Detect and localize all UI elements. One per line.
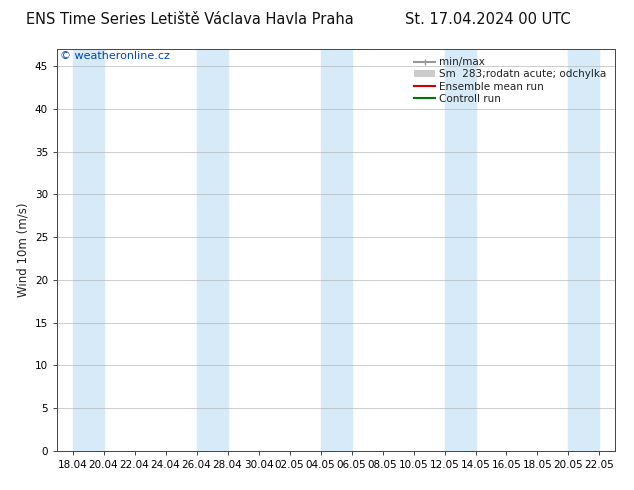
Bar: [321, 49, 351, 451]
Bar: [197, 49, 228, 451]
Y-axis label: Wind 10m (m/s): Wind 10m (m/s): [16, 203, 29, 297]
Bar: [72, 49, 103, 451]
Text: © weatheronline.cz: © weatheronline.cz: [60, 51, 170, 61]
Text: ENS Time Series Letiště Václava Havla Praha: ENS Time Series Letiště Václava Havla Pr…: [27, 12, 354, 27]
Text: St. 17.04.2024 00 UTC: St. 17.04.2024 00 UTC: [405, 12, 571, 27]
Legend: min/max, Sm  283;rodatn acute; odchylka, Ensemble mean run, Controll run: min/max, Sm 283;rodatn acute; odchylka, …: [411, 54, 610, 107]
Bar: [444, 49, 476, 451]
Bar: [569, 49, 600, 451]
